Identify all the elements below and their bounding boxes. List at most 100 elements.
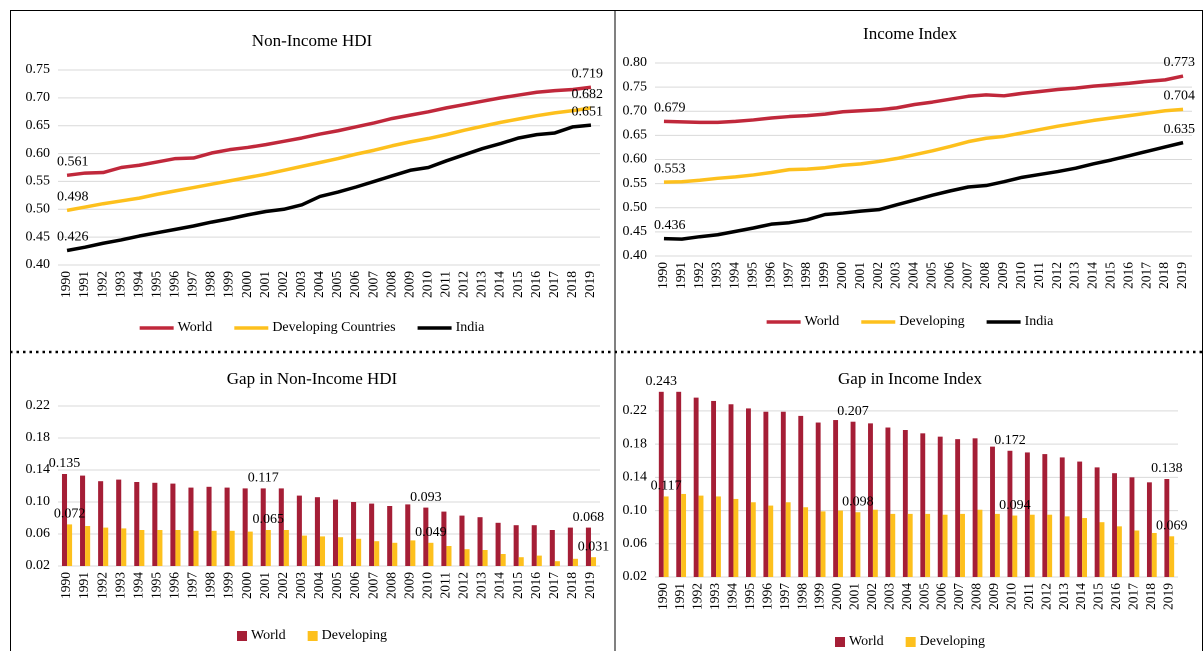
x-tick-label: 2007: [951, 583, 966, 610]
data-label: 0.065: [253, 512, 285, 527]
bar: [1082, 518, 1087, 577]
y-tick-label: 0.70: [26, 90, 51, 105]
bar: [188, 487, 194, 566]
x-tick-label: 2008: [969, 583, 984, 610]
data-label: 0.635: [1164, 122, 1196, 137]
bar: [1029, 514, 1035, 577]
x-tick-label: 2010: [1013, 262, 1028, 289]
legend-label: Developing: [920, 634, 985, 649]
line: [663, 140, 1184, 241]
y-tick-label: 0.40: [26, 257, 51, 272]
data-label: 0.207: [837, 404, 869, 419]
bar: [175, 530, 181, 566]
bar: [872, 509, 878, 577]
bar: [1064, 516, 1070, 577]
x-tick-label: 2011: [438, 271, 453, 298]
bar: [1134, 530, 1140, 577]
x-tick-label: 1999: [812, 583, 827, 610]
x-tick-label: 2013: [1067, 262, 1082, 289]
bar: [833, 420, 839, 577]
x-tick-label: 2002: [275, 271, 290, 298]
x-tick-label: 1993: [709, 262, 724, 289]
x-tick-label: 1992: [94, 572, 109, 599]
bar: [423, 507, 429, 566]
bar: [500, 554, 506, 566]
x-tick-label: 2013: [474, 271, 489, 298]
y-tick-label: 0.02: [623, 569, 648, 584]
bar: [554, 561, 560, 566]
bar: [369, 503, 375, 566]
line: [66, 85, 592, 178]
bar: [1164, 479, 1170, 577]
x-tick-label: 2016: [1120, 262, 1135, 289]
bar: [942, 514, 948, 577]
x-tick-label: 1990: [58, 271, 73, 298]
x-tick-label: 2019: [1174, 262, 1189, 289]
bar: [820, 511, 826, 577]
bar: [428, 542, 434, 566]
bar: [693, 397, 699, 577]
data-label: 0.773: [1164, 55, 1196, 70]
x-tick-label: 2010: [419, 572, 434, 599]
x-tick-label: 2006: [941, 262, 956, 289]
data-label: 0.651: [571, 104, 603, 119]
bar: [116, 479, 122, 566]
x-tick-label: 2001: [852, 262, 867, 289]
bar: [590, 557, 597, 566]
x-tick-label: 2012: [1038, 583, 1053, 610]
legend-label: India: [456, 320, 486, 335]
legend-label: World: [178, 320, 213, 335]
y-tick-label: 0.45: [623, 224, 648, 239]
bar: [728, 404, 734, 577]
x-tick-label: 1990: [655, 583, 670, 610]
bar: [531, 525, 537, 566]
x-tick-label: 2007: [365, 271, 380, 298]
data-label: 0.172: [994, 433, 1026, 448]
bar: [405, 504, 411, 566]
x-tick-label: 1998: [798, 262, 813, 289]
x-tick-label: 2018: [1156, 262, 1171, 289]
bar: [798, 415, 804, 577]
bar: [477, 517, 483, 566]
y-tick-label: 0.80: [623, 55, 648, 70]
x-tick-label: 2005: [329, 572, 344, 599]
chart-title: Non-Income HDI: [252, 31, 373, 50]
bar: [977, 509, 983, 577]
y-tick-label: 0.75: [26, 62, 51, 77]
legend-label: India: [1025, 314, 1055, 329]
bar: [780, 411, 786, 577]
bar: [495, 522, 501, 566]
data-label: 0.561: [57, 155, 89, 170]
bar: [1099, 522, 1105, 577]
bar: [681, 493, 687, 577]
data-label: 0.498: [57, 190, 89, 205]
bar: [585, 527, 591, 566]
legend-key: [237, 631, 248, 641]
x-tick-label: 2009: [986, 583, 1001, 610]
x-tick-label: 1994: [130, 271, 145, 298]
x-tick-label: 2011: [438, 572, 453, 599]
bar: [103, 527, 109, 566]
bar: [351, 502, 357, 566]
bar: [283, 530, 289, 566]
x-tick-label: 2005: [329, 271, 344, 298]
x-tick-label: 1993: [112, 271, 127, 298]
x-tick-label: 2017: [546, 572, 561, 599]
x-tick-label: 2003: [293, 271, 308, 298]
bar: [296, 495, 302, 566]
x-tick-label: 1991: [76, 572, 91, 599]
x-tick-label: 2010: [1003, 583, 1018, 610]
data-label: 0.426: [57, 230, 89, 245]
x-tick-label: 2016: [528, 271, 543, 298]
x-tick-label: 1997: [185, 271, 200, 298]
bar: [698, 495, 704, 577]
data-label: 0.138: [1151, 461, 1183, 476]
x-tick-label: 1999: [221, 572, 236, 599]
y-tick-label: 0.50: [26, 202, 51, 217]
x-tick-label: 1990: [655, 262, 670, 289]
bar: [446, 546, 452, 566]
x-tick-label: 2014: [492, 572, 507, 599]
x-tick-label: 2018: [1143, 583, 1158, 610]
x-tick-label: 2009: [401, 271, 416, 298]
x-tick-label: 2004: [899, 583, 914, 610]
